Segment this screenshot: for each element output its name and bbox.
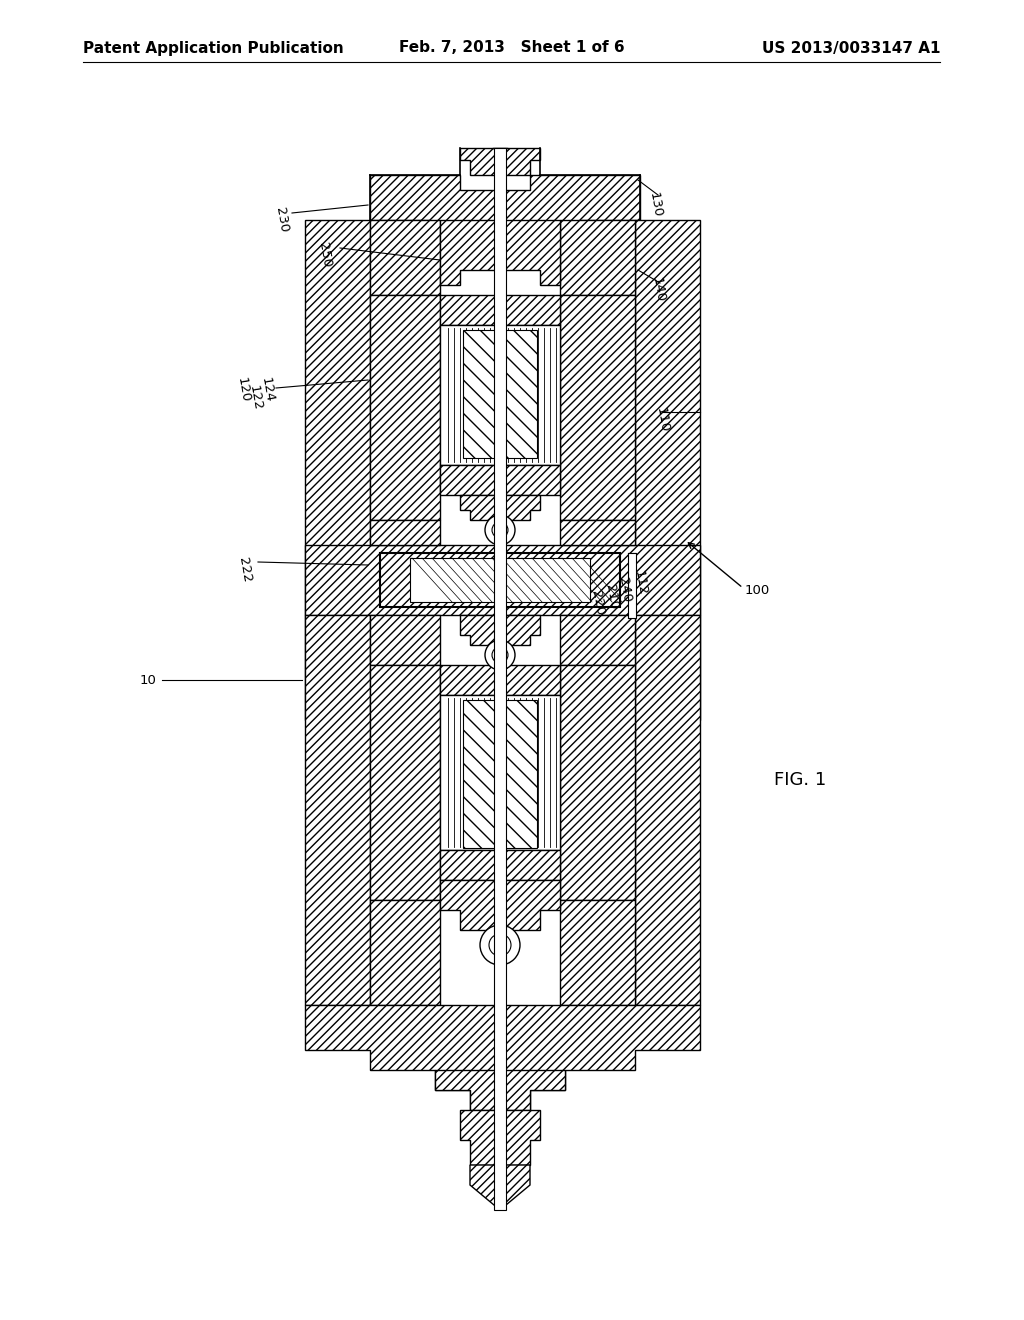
Polygon shape [370, 520, 440, 545]
Circle shape [485, 515, 515, 545]
Polygon shape [460, 495, 540, 520]
Polygon shape [470, 1166, 530, 1210]
Text: US 2013/0033147 A1: US 2013/0033147 A1 [762, 41, 940, 55]
Bar [494, 148, 506, 1210]
Polygon shape [370, 615, 440, 665]
Circle shape [480, 925, 520, 965]
Polygon shape [305, 1005, 700, 1110]
Polygon shape [440, 220, 560, 285]
Polygon shape [635, 220, 700, 719]
Polygon shape [560, 615, 635, 665]
Text: 222: 222 [237, 556, 254, 583]
Text: 122: 122 [247, 384, 263, 412]
Bar [463, 700, 537, 847]
Polygon shape [440, 880, 560, 931]
Bar [628, 553, 636, 618]
Polygon shape [440, 465, 560, 495]
Polygon shape [560, 900, 635, 1005]
Polygon shape [380, 553, 620, 607]
Text: Patent Application Publication: Patent Application Publication [83, 41, 344, 55]
Polygon shape [370, 176, 640, 240]
Text: 10: 10 [139, 673, 157, 686]
Text: 220: 220 [590, 589, 606, 616]
Polygon shape [560, 520, 635, 545]
Polygon shape [370, 220, 440, 294]
Text: 120: 120 [234, 376, 252, 404]
Text: 100: 100 [745, 583, 770, 597]
Circle shape [492, 521, 508, 539]
Polygon shape [440, 294, 560, 325]
Polygon shape [305, 545, 700, 615]
Polygon shape [370, 665, 440, 900]
Text: 240: 240 [616, 577, 634, 603]
Polygon shape [560, 220, 635, 294]
Text: 124: 124 [258, 376, 275, 404]
Text: Feb. 7, 2013   Sheet 1 of 6: Feb. 7, 2013 Sheet 1 of 6 [399, 41, 625, 55]
Text: FIG. 1: FIG. 1 [774, 771, 826, 789]
Text: 210: 210 [603, 583, 621, 611]
Text: 140: 140 [649, 276, 667, 304]
Polygon shape [560, 665, 635, 900]
Text: 112: 112 [632, 569, 648, 597]
Polygon shape [460, 615, 540, 645]
Text: 250: 250 [316, 242, 334, 269]
Polygon shape [460, 1110, 540, 1166]
Polygon shape [560, 294, 635, 520]
Bar [410, 558, 590, 602]
Polygon shape [440, 850, 560, 880]
Circle shape [485, 640, 515, 671]
Bar [440, 696, 560, 850]
Polygon shape [370, 900, 440, 1005]
Text: 130: 130 [646, 191, 664, 219]
Polygon shape [305, 615, 370, 1005]
Bar [463, 330, 537, 458]
Text: 110: 110 [653, 407, 671, 434]
Text: 230: 230 [273, 206, 291, 234]
Polygon shape [370, 294, 440, 520]
Bar [440, 325, 560, 465]
Polygon shape [305, 220, 370, 719]
Polygon shape [635, 615, 700, 1005]
Polygon shape [440, 665, 560, 696]
Circle shape [492, 647, 508, 663]
Polygon shape [435, 1071, 565, 1110]
Polygon shape [460, 148, 540, 176]
Circle shape [489, 935, 511, 956]
